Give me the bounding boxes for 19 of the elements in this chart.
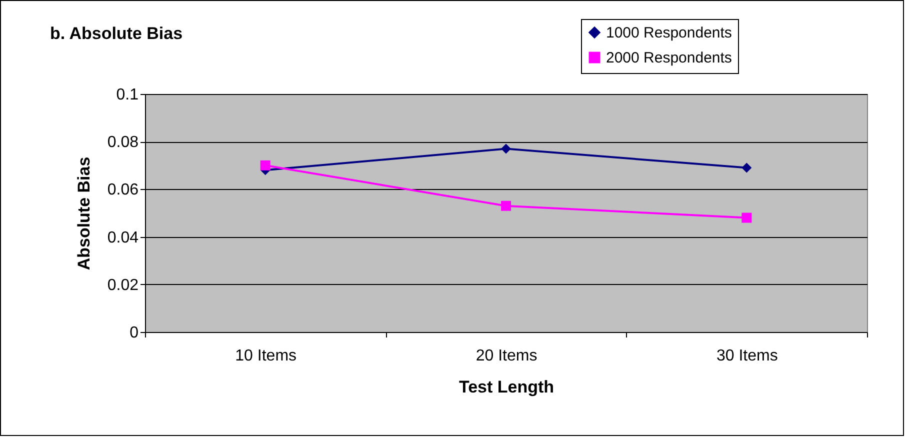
y-axis-title: Absolute Bias	[74, 156, 94, 270]
point	[742, 212, 752, 223]
chart-title: b. Absolute Bias	[50, 24, 183, 44]
point	[742, 162, 752, 173]
y-tick-label: 0	[130, 324, 139, 342]
y-tick-label: 0.04	[107, 229, 139, 246]
point	[501, 144, 511, 154]
x-tick-label: 30 Items	[716, 348, 778, 364]
point	[260, 160, 270, 170]
y-tick-label: 0.08	[107, 134, 139, 152]
x-tick-label: 20 Items	[476, 348, 538, 364]
legend-label: 2000 Respondents	[606, 50, 732, 66]
x-tick-label: 10 Items	[235, 348, 297, 364]
y-tick-label: 0.1	[116, 86, 139, 104]
legend-label: 1000 Respondents	[606, 24, 732, 42]
y-tick-label: 0.06	[107, 182, 139, 199]
x-axis-title: Test Length	[458, 378, 554, 396]
point	[501, 200, 511, 211]
y-tick-label: 0.02	[107, 276, 139, 294]
